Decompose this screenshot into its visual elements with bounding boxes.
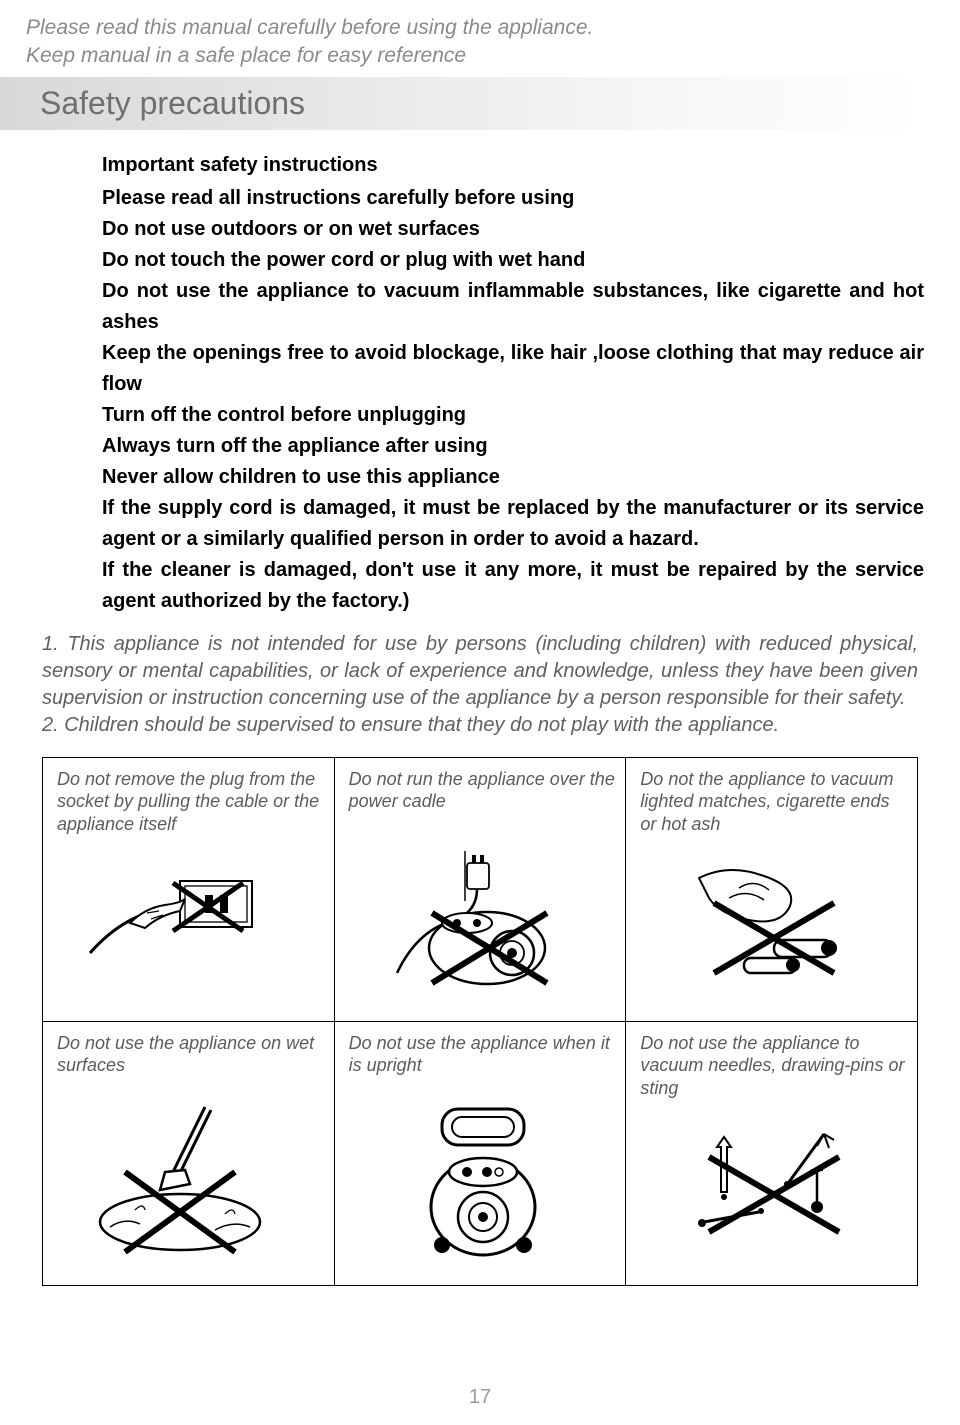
instruction-line: Do not use the appliance to vacuum infla…: [102, 276, 924, 338]
instruction-line: Keep the openings free to avoid blockage…: [102, 338, 924, 400]
cell-illustration: [640, 838, 907, 1008]
numbered-list: 1. This appliance is not intended for us…: [42, 631, 918, 739]
numbered-item-2: 2. Children should be supervised to ensu…: [42, 712, 918, 739]
intro-line2: Keep manual in a safe place for easy ref…: [26, 42, 960, 70]
instruction-line: Never allow children to use this applian…: [102, 462, 924, 493]
intro-line1: Please read this manual carefully before…: [26, 14, 960, 42]
instruction-line: If the cleaner is damaged, don't use it …: [102, 555, 924, 617]
cell-illustration: [57, 1102, 324, 1272]
cell-illustration: [640, 1102, 907, 1272]
page-number: 17: [0, 1386, 960, 1409]
instruction-line: Turn off the control before unplugging: [102, 400, 924, 431]
instruction-line: If the supply cord is damaged, it must b…: [102, 493, 924, 555]
instruction-line: Do not use outdoors or on wet surfaces: [102, 214, 924, 245]
instructions-heading: Important safety instructions: [102, 150, 924, 181]
grid-cell-3: Do not the appliance to vacuum lighted m…: [626, 757, 918, 1021]
section-title: Safety precautions: [0, 77, 920, 130]
warning-table: Do not remove the plug from the socket b…: [42, 757, 918, 1286]
instruction-line: Do not touch the power cord or plug with…: [102, 245, 924, 276]
cell-caption: Do not the appliance to vacuum lighted m…: [640, 768, 907, 838]
instruction-line: Please read all instructions carefully b…: [102, 183, 924, 214]
cell-illustration: [349, 1102, 616, 1272]
instructions-block: Important safety instructions Please rea…: [102, 150, 924, 617]
grid-cell-5: Do not use the appliance when it is upri…: [334, 1021, 626, 1285]
cell-illustration: [349, 838, 616, 1008]
cell-caption: Do not use the appliance when it is upri…: [349, 1032, 616, 1102]
cell-caption: Do not run the appliance over the power …: [349, 768, 616, 838]
intro-text: Please read this manual carefully before…: [0, 0, 960, 71]
grid-cell-4: Do not use the appliance on wet surfaces: [43, 1021, 335, 1285]
cell-caption: Do not use the appliance on wet surfaces: [57, 1032, 324, 1102]
numbered-item-1: 1. This appliance is not intended for us…: [42, 631, 918, 712]
grid-cell-2: Do not run the appliance over the power …: [334, 757, 626, 1021]
warning-grid: Do not remove the plug from the socket b…: [42, 757, 918, 1286]
grid-cell-6: Do not use the appliance to vacuum needl…: [626, 1021, 918, 1285]
instruction-line: Always turn off the appliance after usin…: [102, 431, 924, 462]
cell-caption: Do not remove the plug from the socket b…: [57, 768, 324, 838]
cell-caption: Do not use the appliance to vacuum needl…: [640, 1032, 907, 1102]
section-header-wrap: Safety precautions: [0, 77, 960, 130]
cell-illustration: [57, 838, 324, 1008]
grid-cell-1: Do not remove the plug from the socket b…: [43, 757, 335, 1021]
